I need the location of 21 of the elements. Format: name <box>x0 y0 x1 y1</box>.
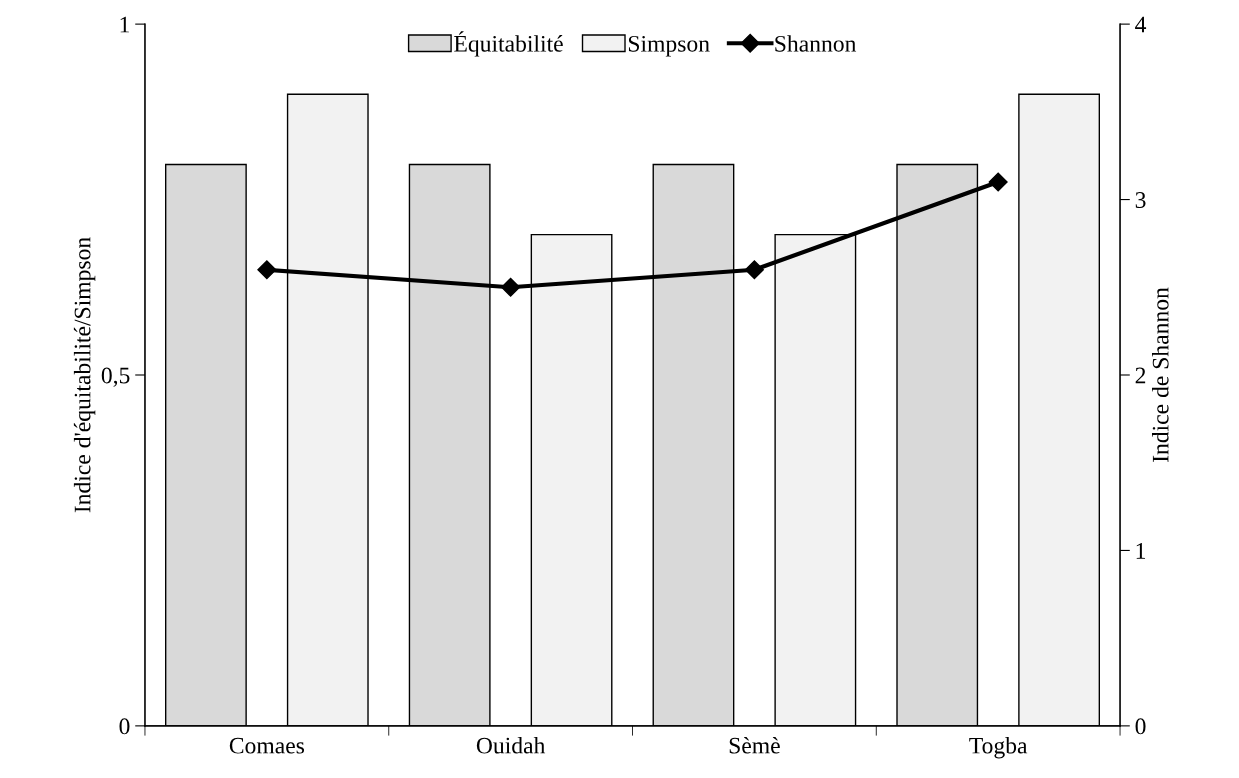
point <box>501 277 521 297</box>
x-tick-label: Ouidah <box>476 736 546 754</box>
y-axis-title: Indice d'équitabilité/Simpson <box>73 237 96 513</box>
y2-tick-label: 4 <box>1135 16 1147 33</box>
y2-tick-label: 0 <box>1135 718 1146 735</box>
legend-label: Simpson <box>628 35 710 57</box>
y2-tick-label: 2 <box>1135 367 1146 384</box>
y2-tick-label: 1 <box>1136 543 1146 559</box>
x-tick-label: Sèmè <box>729 736 780 754</box>
legend-label: Shannon <box>775 35 857 52</box>
legend-label: Équitabilité <box>454 31 563 57</box>
y-tick-label: 1 <box>120 16 129 33</box>
y-tick-label: 0 <box>119 718 130 735</box>
x-tick-label: Comaes <box>229 737 305 754</box>
y2-tick-label: 3 <box>1135 192 1146 208</box>
point <box>988 172 1008 192</box>
x-tick-label: Togba <box>969 736 1028 759</box>
y2-axis-title: Indice de Shannon <box>1152 287 1169 463</box>
point <box>257 260 277 280</box>
point <box>744 260 764 280</box>
y-tick-label: 0,5 <box>101 367 130 387</box>
